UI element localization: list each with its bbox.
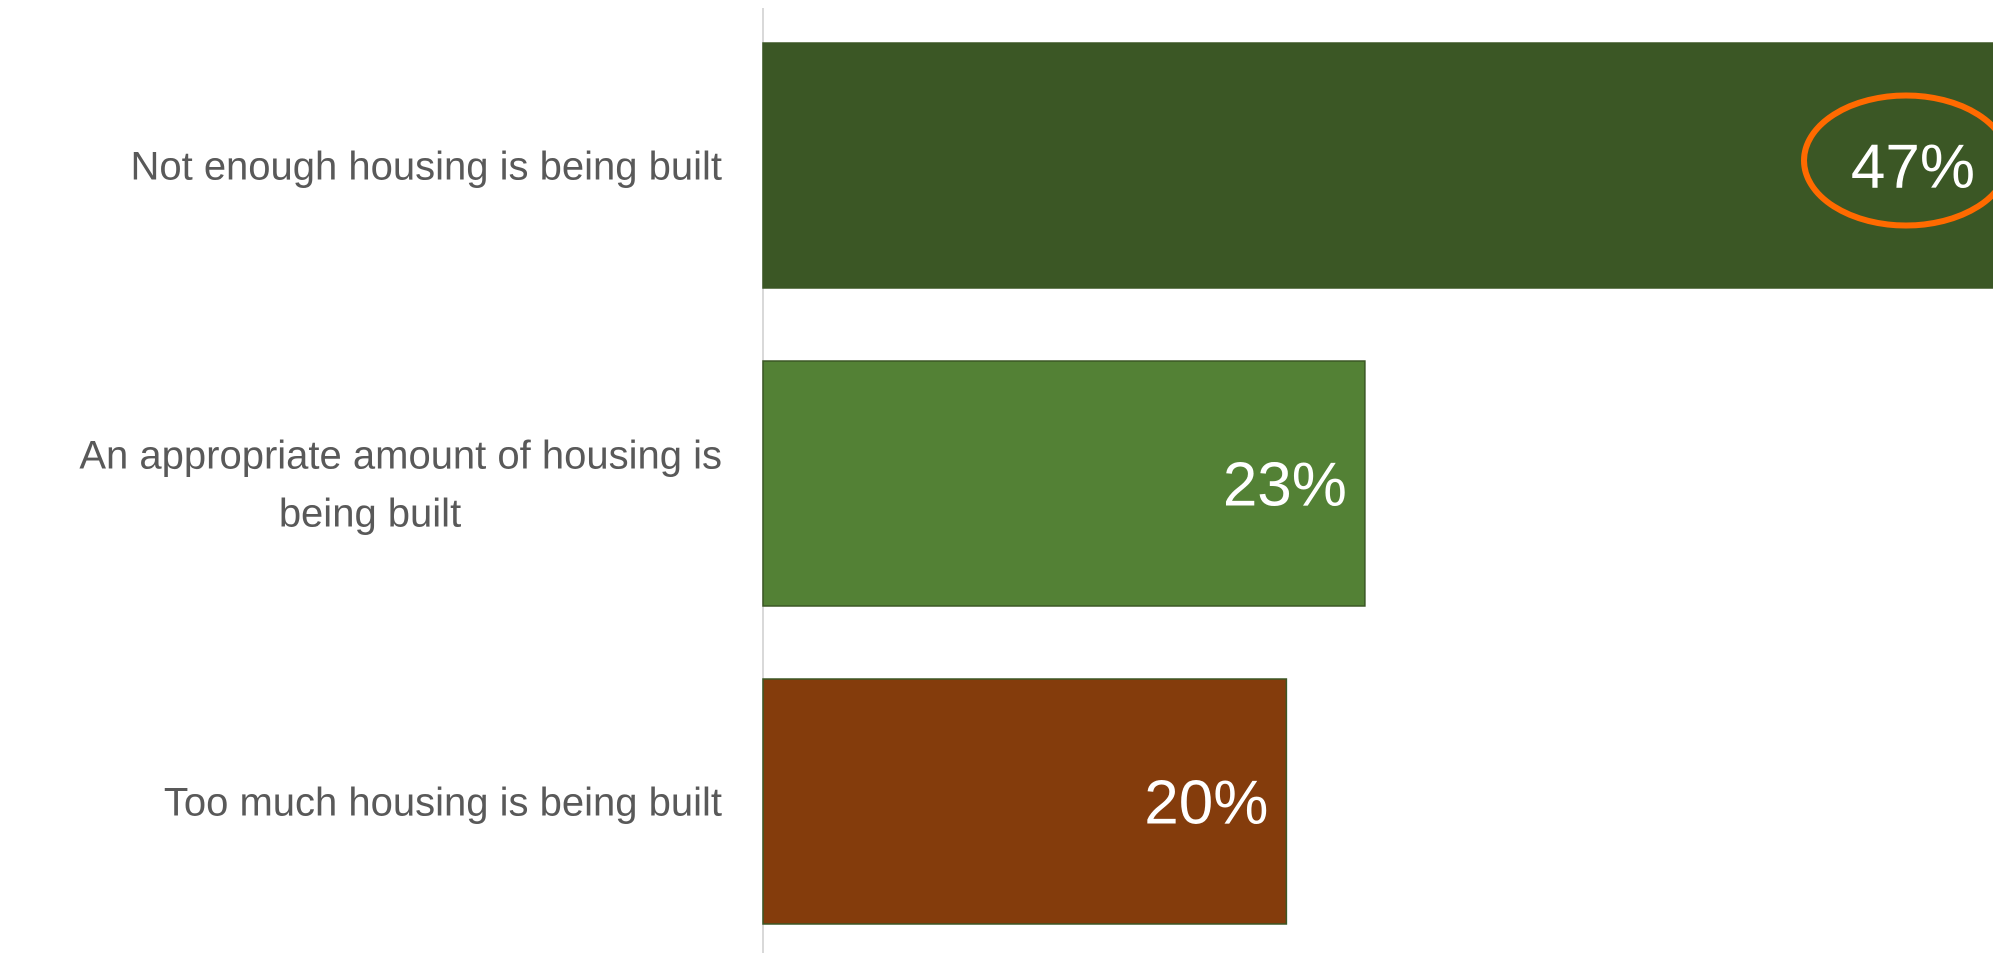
- bar-1: [762, 42, 1993, 289]
- value-label-2: 23%: [1223, 451, 1347, 520]
- category-label-1: Not enough housing is being built: [130, 145, 722, 189]
- highlight-ellipse: [1801, 92, 1993, 229]
- bars-layer: [762, 42, 1993, 925]
- bar-2: [762, 360, 1366, 607]
- value-labels-layer: 47% 23% 20%: [1144, 133, 1975, 838]
- highlight-layer: [1801, 92, 1993, 229]
- category-label-2: An appropriate amount of housing is being…: [79, 434, 722, 536]
- value-label-1: 47%: [1851, 133, 1975, 202]
- category-label-3: Too much housing is being built: [164, 781, 722, 825]
- value-label-3: 20%: [1144, 769, 1268, 838]
- category-labels-layer: Not enough housing is being built An appr…: [79, 145, 722, 825]
- bar-3: [762, 678, 1288, 925]
